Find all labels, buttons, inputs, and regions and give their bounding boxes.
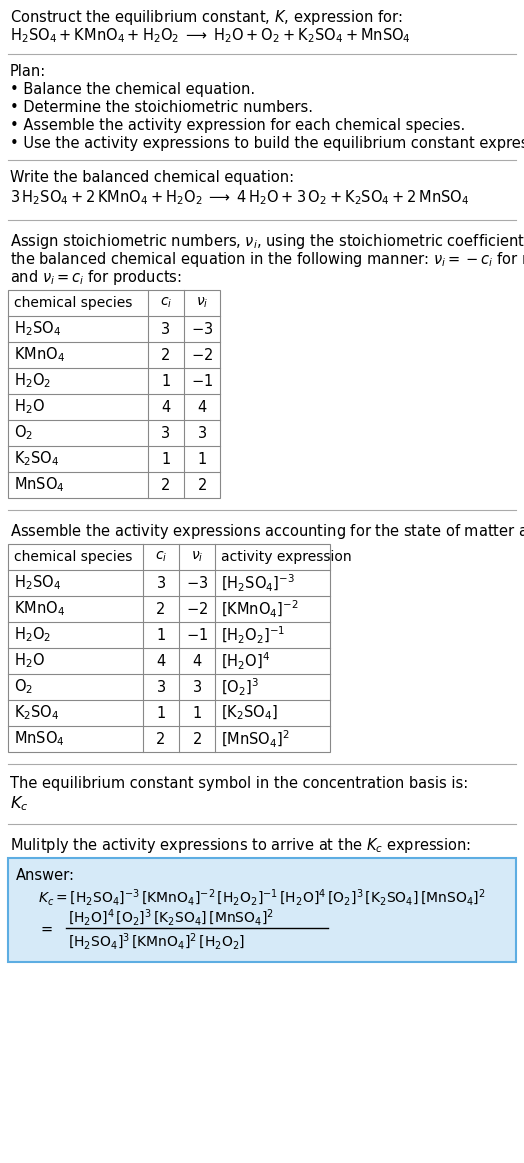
Text: chemical species: chemical species	[14, 550, 133, 564]
Text: $c_i$: $c_i$	[155, 550, 167, 564]
Text: 1: 1	[161, 373, 171, 388]
Text: $K_c$: $K_c$	[10, 794, 28, 813]
Text: $\mathrm{O_2}$: $\mathrm{O_2}$	[14, 423, 33, 442]
Text: 4: 4	[156, 654, 166, 669]
Text: Construct the equilibrium constant, $K$, expression for:: Construct the equilibrium constant, $K$,…	[10, 8, 402, 27]
Text: 4: 4	[161, 400, 171, 414]
Text: The equilibrium constant symbol in the concentration basis is:: The equilibrium constant symbol in the c…	[10, 776, 468, 791]
Text: $-2$: $-2$	[186, 601, 208, 618]
Text: $4$: $4$	[197, 399, 207, 415]
Text: 3: 3	[161, 321, 171, 336]
Text: chemical species: chemical species	[14, 297, 133, 311]
Text: $\mathrm{K_2SO_4}$: $\mathrm{K_2SO_4}$	[14, 450, 60, 469]
Text: $\mathrm{H_2SO_4}$: $\mathrm{H_2SO_4}$	[14, 320, 61, 338]
Text: Assemble the activity expressions accounting for the state of matter and $\nu_i$: Assemble the activity expressions accoun…	[10, 522, 524, 541]
Text: • Balance the chemical equation.: • Balance the chemical equation.	[10, 83, 255, 97]
Text: $2$: $2$	[192, 732, 202, 747]
Text: $[\mathrm{H_2O}]^4\,[\mathrm{O_2}]^3\,[\mathrm{K_2SO_4}]\,[\mathrm{MnSO_4}]^2$: $[\mathrm{H_2O}]^4\,[\mathrm{O_2}]^3\,[\…	[68, 908, 274, 928]
Text: $[\mathrm{H_2O_2}]^{-1}$: $[\mathrm{H_2O_2}]^{-1}$	[221, 625, 286, 645]
Text: 2: 2	[161, 478, 171, 492]
Text: $-3$: $-3$	[191, 321, 213, 337]
Text: $-1$: $-1$	[191, 373, 213, 388]
Text: $\nu_i$: $\nu_i$	[196, 295, 208, 311]
Text: 3: 3	[161, 426, 171, 441]
Text: $\mathrm{H_2SO_4}$: $\mathrm{H_2SO_4}$	[14, 573, 61, 592]
Text: Plan:: Plan:	[10, 64, 46, 79]
Text: 2: 2	[156, 601, 166, 616]
Text: $\mathrm{K_2SO_4}$: $\mathrm{K_2SO_4}$	[14, 704, 60, 722]
Text: • Assemble the activity expression for each chemical species.: • Assemble the activity expression for e…	[10, 117, 465, 133]
Text: activity expression: activity expression	[221, 550, 352, 564]
Text: 3: 3	[157, 576, 166, 591]
Text: $[\mathrm{K_2SO_4}]$: $[\mathrm{K_2SO_4}]$	[221, 704, 278, 722]
Text: 3: 3	[157, 679, 166, 694]
Text: $-1$: $-1$	[186, 627, 208, 643]
Text: $[\mathrm{KMnO_4}]^{-2}$: $[\mathrm{KMnO_4}]^{-2}$	[221, 599, 299, 620]
Text: $\mathrm{H_2O_2}$: $\mathrm{H_2O_2}$	[14, 626, 51, 644]
Text: $3$: $3$	[197, 424, 207, 441]
Text: $\nu_i$: $\nu_i$	[191, 550, 203, 564]
Text: $\mathrm{H_2O}$: $\mathrm{H_2O}$	[14, 398, 45, 416]
Text: $[\mathrm{H_2O}]^{4}$: $[\mathrm{H_2O}]^{4}$	[221, 650, 270, 671]
Text: $1$: $1$	[197, 451, 207, 468]
Text: $4$: $4$	[192, 652, 202, 669]
Text: • Determine the stoichiometric numbers.: • Determine the stoichiometric numbers.	[10, 100, 313, 115]
Text: $\mathrm{MnSO_4}$: $\mathrm{MnSO_4}$	[14, 729, 65, 748]
Text: 1: 1	[156, 628, 166, 642]
Text: 2: 2	[156, 732, 166, 747]
Text: $\mathrm{KMnO_4}$: $\mathrm{KMnO_4}$	[14, 345, 65, 364]
Text: $\mathrm{O_2}$: $\mathrm{O_2}$	[14, 678, 33, 697]
Text: $[\mathrm{O_2}]^{3}$: $[\mathrm{O_2}]^{3}$	[221, 677, 259, 698]
Text: Answer:: Answer:	[16, 868, 75, 883]
Text: $=$: $=$	[38, 920, 53, 935]
Text: 1: 1	[161, 451, 171, 466]
Text: $1$: $1$	[192, 705, 202, 721]
Text: 2: 2	[161, 348, 171, 363]
Text: $-3$: $-3$	[186, 575, 208, 591]
Text: the balanced chemical equation in the following manner: $\nu_i = -c_i$ for react: the balanced chemical equation in the fo…	[10, 250, 524, 269]
Bar	[8, 544, 330, 752]
Text: Assign stoichiometric numbers, $\nu_i$, using the stoichiometric coefficients, $: Assign stoichiometric numbers, $\nu_i$, …	[10, 231, 524, 251]
Text: Mulitply the activity expressions to arrive at the $K_c$ expression:: Mulitply the activity expressions to arr…	[10, 836, 471, 855]
Text: • Use the activity expressions to build the equilibrium constant expression.: • Use the activity expressions to build …	[10, 136, 524, 151]
Text: $\mathrm{MnSO_4}$: $\mathrm{MnSO_4}$	[14, 476, 65, 494]
FancyBboxPatch shape	[8, 858, 516, 962]
Text: Write the balanced chemical equation:: Write the balanced chemical equation:	[10, 170, 294, 185]
Text: $\mathrm{H_2SO_4 + KMnO_4 + H_2O_2 \;\longrightarrow\; H_2O + O_2 + K_2SO_4 + Mn: $\mathrm{H_2SO_4 + KMnO_4 + H_2O_2 \;\lo…	[10, 26, 411, 44]
Text: $\mathrm{H_2O_2}$: $\mathrm{H_2O_2}$	[14, 372, 51, 391]
Text: $c_i$: $c_i$	[160, 295, 172, 311]
Text: $-2$: $-2$	[191, 347, 213, 363]
Text: $\mathrm{KMnO_4}$: $\mathrm{KMnO_4}$	[14, 600, 65, 619]
Text: $K_c = [\mathrm{H_2SO_4}]^{-3}\,[\mathrm{KMnO_4}]^{-2}\,[\mathrm{H_2O_2}]^{-1}\,: $K_c = [\mathrm{H_2SO_4}]^{-3}\,[\mathrm…	[38, 889, 486, 908]
Text: $[\mathrm{H_2SO_4}]^3\,[\mathrm{KMnO_4}]^2\,[\mathrm{H_2O_2}]$: $[\mathrm{H_2SO_4}]^3\,[\mathrm{KMnO_4}]…	[68, 932, 245, 952]
Text: 1: 1	[156, 706, 166, 721]
Text: $\mathrm{H_2O}$: $\mathrm{H_2O}$	[14, 651, 45, 670]
Bar	[8, 290, 220, 498]
Text: and $\nu_i = c_i$ for products:: and $\nu_i = c_i$ for products:	[10, 267, 182, 287]
Text: $3$: $3$	[192, 679, 202, 695]
Text: $\mathrm{3\,H_2SO_4 + 2\,KMnO_4 + H_2O_2 \;\longrightarrow\; 4\,H_2O + 3\,O_2 + : $\mathrm{3\,H_2SO_4 + 2\,KMnO_4 + H_2O_2…	[10, 188, 470, 207]
Text: $[\mathrm{MnSO_4}]^{2}$: $[\mathrm{MnSO_4}]^{2}$	[221, 728, 290, 749]
Text: $[\mathrm{H_2SO_4}]^{-3}$: $[\mathrm{H_2SO_4}]^{-3}$	[221, 572, 295, 593]
Text: $2$: $2$	[197, 477, 207, 493]
